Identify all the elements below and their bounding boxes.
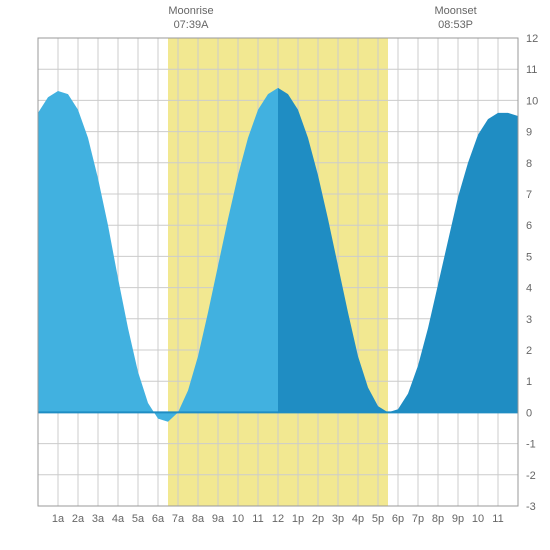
svg-text:6p: 6p [392, 513, 404, 525]
svg-text:9a: 9a [212, 513, 225, 525]
svg-text:6: 6 [526, 220, 532, 232]
svg-text:3: 3 [526, 314, 532, 326]
svg-text:9: 9 [526, 127, 532, 139]
svg-text:5: 5 [526, 251, 532, 263]
moonset-time: 08:53P [438, 19, 473, 31]
svg-text:11: 11 [526, 64, 537, 76]
svg-text:8a: 8a [192, 513, 205, 525]
svg-text:10: 10 [232, 513, 244, 525]
svg-text:-2: -2 [526, 470, 536, 482]
moonrise-title: Moonrise [168, 5, 213, 17]
svg-text:8p: 8p [432, 513, 444, 525]
svg-text:12: 12 [272, 513, 284, 525]
svg-text:3p: 3p [332, 513, 344, 525]
svg-text:4: 4 [526, 283, 532, 295]
svg-text:1p: 1p [292, 513, 304, 525]
svg-text:6a: 6a [152, 513, 165, 525]
svg-text:2p: 2p [312, 513, 324, 525]
svg-text:3a: 3a [92, 513, 105, 525]
svg-text:10: 10 [526, 95, 538, 107]
moonrise-time: 07:39A [174, 19, 209, 31]
svg-text:0: 0 [526, 407, 532, 419]
svg-text:2: 2 [526, 345, 532, 357]
tide-chart: Moonrise 07:39A Moonset 08:53P -3-2-1012… [0, 0, 550, 550]
svg-text:2a: 2a [72, 513, 85, 525]
svg-text:7a: 7a [172, 513, 185, 525]
svg-text:10: 10 [472, 513, 484, 525]
moonset-label: Moonset 08:53P [426, 4, 486, 33]
svg-text:9p: 9p [452, 513, 464, 525]
svg-text:8: 8 [526, 158, 532, 170]
moonset-title: Moonset [434, 5, 476, 17]
chart-svg: -3-2-101234567891011121a2a3a4a5a6a7a8a9a… [0, 0, 550, 550]
svg-text:4a: 4a [112, 513, 125, 525]
svg-text:-3: -3 [526, 501, 536, 513]
svg-text:1a: 1a [52, 513, 65, 525]
svg-text:7p: 7p [412, 513, 424, 525]
svg-text:5a: 5a [132, 513, 145, 525]
svg-text:7: 7 [526, 189, 532, 201]
svg-text:11: 11 [492, 513, 503, 525]
svg-text:1: 1 [526, 376, 532, 388]
svg-text:12: 12 [526, 33, 538, 45]
svg-text:-1: -1 [526, 439, 536, 451]
moonrise-label: Moonrise 07:39A [161, 4, 221, 33]
svg-text:5p: 5p [372, 513, 384, 525]
svg-text:4p: 4p [352, 513, 364, 525]
svg-text:11: 11 [252, 513, 263, 525]
